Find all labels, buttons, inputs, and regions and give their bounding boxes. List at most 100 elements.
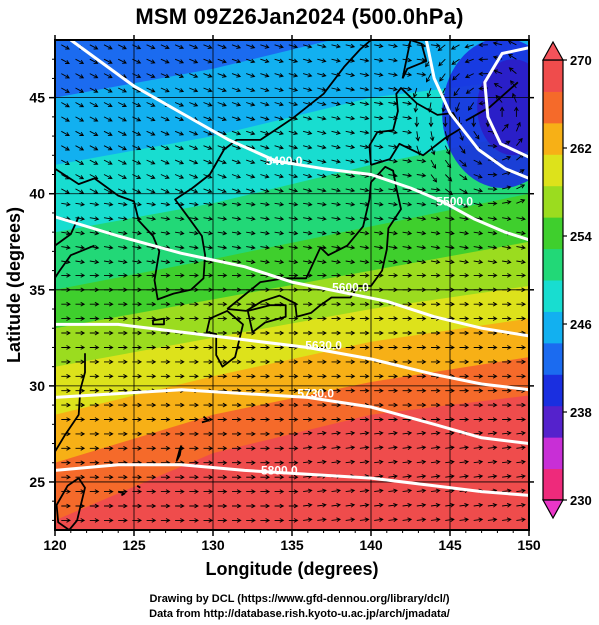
wind-arrow [274, 489, 285, 494]
wind-arrow [516, 345, 527, 350]
wind-arrow [246, 58, 256, 64]
wind-arrow [232, 474, 242, 480]
wind-arrow [359, 388, 370, 393]
colorbar-segment [543, 280, 563, 312]
wind-arrow [274, 201, 285, 207]
wind-arrow [89, 345, 100, 350]
wind-arrow [75, 102, 85, 108]
wind-arrow [75, 216, 86, 221]
wind-arrow [459, 245, 470, 250]
wind-arrow [89, 259, 100, 265]
wind-arrow [189, 489, 199, 494]
wind-arrow [288, 417, 299, 422]
wind-arrow [487, 186, 498, 192]
wind-arrow [217, 102, 227, 107]
wind-arrow [459, 502, 470, 508]
wind-arrow [174, 145, 185, 150]
height-contour-line [55, 463, 529, 497]
wind-arrow [232, 402, 242, 408]
wind-arrow [75, 474, 86, 480]
wind-arrow [345, 445, 356, 450]
wind-arrow [274, 216, 285, 221]
wind-arrow [345, 330, 356, 336]
wind-arrow [416, 359, 427, 365]
wind-arrow [61, 102, 70, 108]
wind-arrow [402, 144, 413, 149]
coastline [136, 485, 141, 489]
wind-arrow [444, 159, 452, 169]
wind-arrow [217, 145, 227, 150]
wind-arrow [459, 517, 470, 522]
wind-arrow [274, 173, 284, 179]
wind-arrow [429, 131, 435, 142]
wind-arrow [402, 173, 413, 178]
wind-arrow [189, 216, 199, 221]
wind-arrow [473, 359, 484, 365]
wind-arrow [487, 430, 498, 436]
wind-arrow [416, 72, 427, 77]
wind-arrow [203, 446, 214, 451]
wind-arrow [430, 187, 441, 192]
wind-arrow [246, 359, 256, 365]
wind-arrow [359, 72, 370, 78]
colorbar-segment [543, 437, 563, 470]
wind-arrow [61, 330, 71, 336]
height-contour-line [55, 215, 529, 338]
wind-arrow [317, 216, 327, 221]
wind-arrow [402, 245, 413, 250]
wind-arrow [459, 345, 470, 350]
wind-arrow [75, 388, 86, 393]
wind-arrow [288, 44, 299, 49]
wind-arrow [508, 67, 517, 74]
wind-arrow [487, 474, 498, 479]
wind-arrow [445, 388, 455, 393]
wind-arrow [160, 130, 170, 136]
wind-arrow [246, 388, 256, 393]
wind-arrow [274, 245, 285, 250]
wind-arrow [103, 73, 113, 79]
wind-arrow [288, 287, 299, 293]
wind-arrow [132, 245, 142, 250]
wind-arrow [61, 188, 70, 194]
wind-arrow [516, 359, 527, 365]
wind-arrow [431, 273, 441, 278]
wind-arrow [246, 489, 256, 494]
wind-arrow [444, 174, 453, 182]
wind-arrow [359, 316, 370, 321]
wind-arrow [402, 230, 413, 236]
wind-arrow [217, 417, 228, 422]
wind-arrow [89, 287, 100, 293]
wind-arrow [232, 330, 242, 336]
wind-arrow [317, 230, 327, 236]
wind-arrow [487, 388, 498, 393]
wind-arrow [189, 174, 199, 179]
wind-arrow [61, 287, 71, 293]
wind-arrow [388, 345, 399, 350]
wind-arrow [274, 230, 285, 236]
wind-arrow [288, 101, 299, 107]
wind-arrow [492, 41, 503, 46]
wind-arrow [331, 101, 341, 107]
wind-arrow [132, 374, 143, 379]
wind-arrow [132, 145, 142, 151]
wind-arrow [260, 460, 271, 466]
wind-arrow [274, 330, 285, 336]
wind-arrow [502, 216, 512, 221]
wind-arrow [459, 259, 470, 265]
wind-arrow [104, 273, 114, 278]
wind-arrow [146, 145, 156, 151]
colorbar-tick-label: 270 [570, 53, 592, 68]
wind-arrow [274, 116, 284, 121]
wind-arrow [331, 245, 342, 250]
wind-arrow [388, 129, 398, 135]
wind-arrow [146, 417, 157, 422]
wind-arrow [502, 517, 512, 522]
wind-arrow [374, 101, 384, 106]
wind-arrow [402, 273, 413, 278]
wind-arrow [260, 359, 271, 365]
wind-arrow [416, 316, 427, 321]
wind-arrow [374, 57, 384, 63]
wind-arrow [231, 230, 242, 236]
wind-arrow [231, 159, 242, 165]
wind-arrow [359, 230, 370, 236]
